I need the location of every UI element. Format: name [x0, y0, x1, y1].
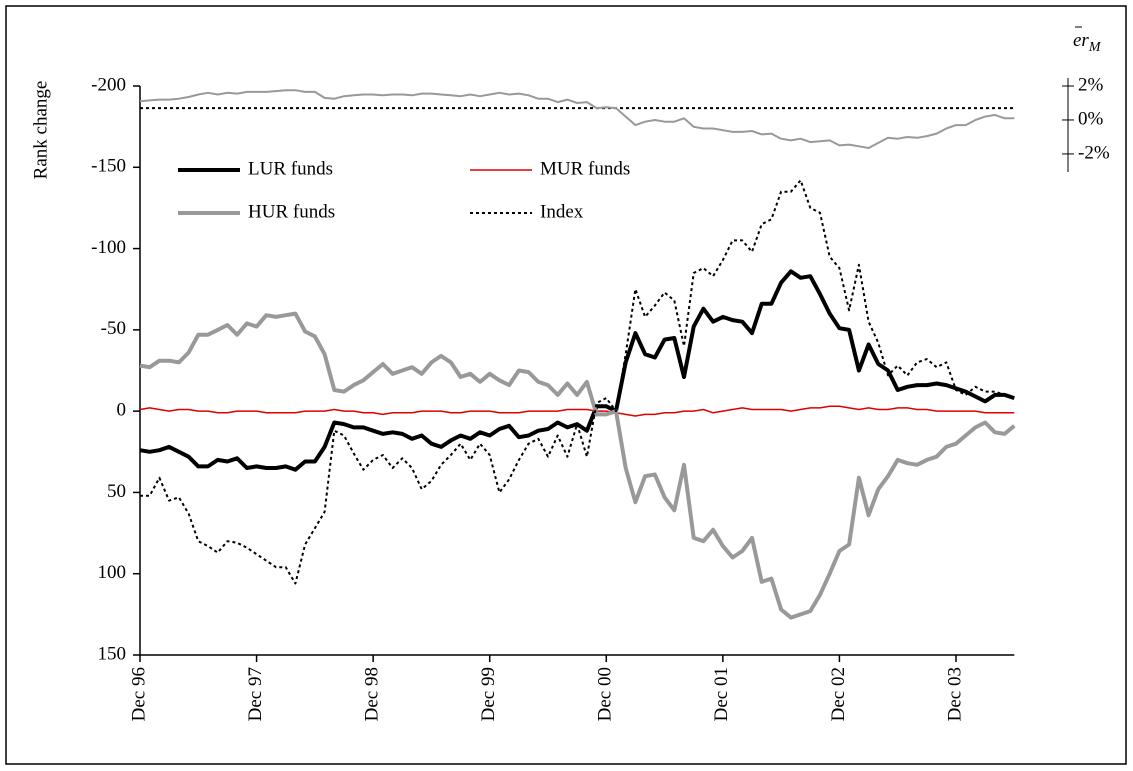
x-tick-label: Dec 02: [828, 667, 849, 721]
y2-tick-label: 2%: [1078, 74, 1104, 95]
y2-label-main: er: [1073, 30, 1089, 51]
y2-tick-label: -2%: [1078, 142, 1110, 163]
frame: [5, 5, 1127, 765]
x-tick-label: Dec 00: [595, 667, 616, 721]
y2-axis-label: erM: [1073, 30, 1102, 55]
x-tick-label: Dec 96: [128, 667, 149, 721]
y-tick-label: 100: [98, 562, 127, 583]
legend-label: MUR funds: [540, 158, 630, 179]
legend-label: HUR funds: [248, 201, 335, 222]
legend-label: LUR funds: [248, 158, 333, 179]
series-line: [139, 311, 1016, 620]
legend-label: Index: [540, 201, 584, 222]
series-line: [139, 89, 1015, 149]
y-tick-label: -150: [91, 156, 126, 177]
x-tick-label: Dec 03: [944, 667, 965, 721]
y-tick-label: -200: [91, 74, 126, 95]
series-line: [139, 405, 1015, 417]
y-tick-label: 0: [117, 400, 127, 421]
y-tick-label: 150: [98, 643, 127, 664]
y2-label-sub: M: [1088, 40, 1102, 55]
y-tick-label: 50: [107, 481, 126, 502]
x-tick-label: Dec 98: [362, 667, 383, 721]
series-line: [140, 179, 1015, 585]
series-line: [139, 269, 1015, 472]
x-tick-label: Dec 99: [478, 667, 499, 721]
x-tick-label: Dec 97: [245, 667, 266, 721]
y2-tick-label: 0%: [1078, 108, 1104, 129]
y-axis-label: Rank change: [30, 81, 51, 180]
y-tick-label: -50: [101, 318, 126, 339]
y-tick-label: -100: [91, 237, 126, 258]
x-tick-label: Dec 01: [711, 667, 732, 721]
